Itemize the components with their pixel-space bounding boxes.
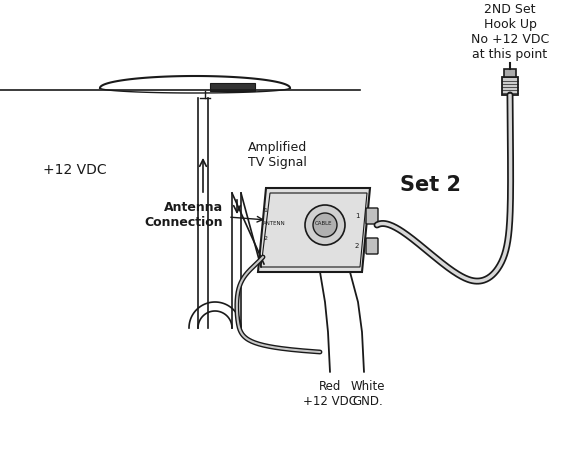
Text: CABLE: CABLE xyxy=(315,221,332,226)
Text: Set 2: Set 2 xyxy=(399,175,461,195)
Text: White
GND.: White GND. xyxy=(351,380,385,408)
Text: 1: 1 xyxy=(263,208,267,213)
Text: 1: 1 xyxy=(354,213,359,219)
Text: 2ND Set
Hook Up
No +12 VDC
at this point: 2ND Set Hook Up No +12 VDC at this point xyxy=(471,3,549,61)
FancyBboxPatch shape xyxy=(210,83,255,91)
Text: Amplified
TV Signal: Amplified TV Signal xyxy=(248,141,307,169)
FancyBboxPatch shape xyxy=(502,77,518,95)
Circle shape xyxy=(313,213,337,237)
Text: +12 VDC: +12 VDC xyxy=(43,163,107,177)
FancyBboxPatch shape xyxy=(366,208,378,224)
FancyBboxPatch shape xyxy=(504,69,516,77)
Polygon shape xyxy=(258,188,370,272)
Circle shape xyxy=(305,205,345,245)
Text: 2: 2 xyxy=(263,236,267,241)
Text: Red
+12 VDC: Red +12 VDC xyxy=(303,380,357,408)
Text: ANTENN: ANTENN xyxy=(263,221,286,226)
Text: Antenna
Connection: Antenna Connection xyxy=(144,201,223,229)
Text: 2: 2 xyxy=(355,243,359,249)
FancyBboxPatch shape xyxy=(366,238,378,254)
